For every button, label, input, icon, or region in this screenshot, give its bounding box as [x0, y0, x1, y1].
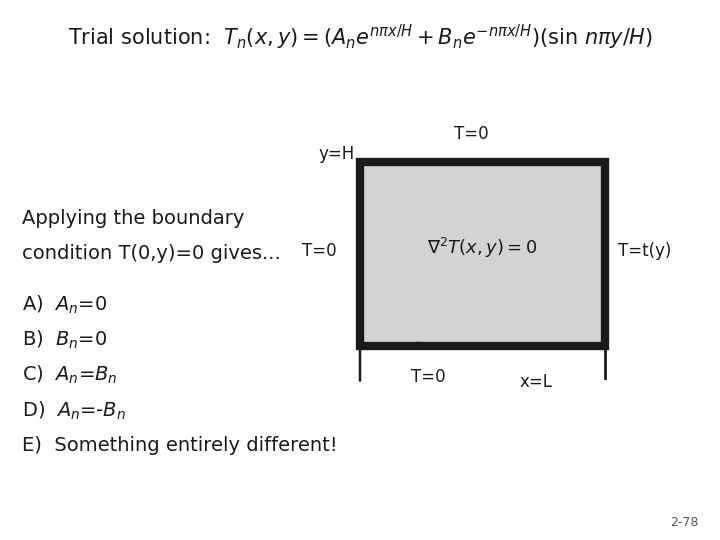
Text: T=t(y): T=t(y) — [618, 242, 671, 260]
Text: x=L: x=L — [520, 373, 553, 390]
Text: Trial solution:  $T_n(x,y)=(A_ne^{n\pi x/H}+B_ne^{-n\pi x/H})(\sin\, n\pi y/H)$: Trial solution: $T_n(x,y)=(A_ne^{n\pi x/… — [68, 23, 652, 52]
Text: condition T(0,y)=0 gives...: condition T(0,y)=0 gives... — [22, 244, 280, 264]
Text: B)  $B_n$=0: B) $B_n$=0 — [22, 329, 107, 352]
Text: D)  $A_n$=-$B_n$: D) $A_n$=-$B_n$ — [22, 399, 125, 422]
Text: Applying the boundary: Applying the boundary — [22, 209, 244, 228]
Text: 2-78: 2-78 — [670, 516, 698, 529]
Text: E)  Something entirely different!: E) Something entirely different! — [22, 436, 337, 455]
Text: y=H: y=H — [319, 145, 355, 163]
Text: T=0: T=0 — [411, 368, 446, 386]
Text: $\nabla^2 T(x,y) = 0$: $\nabla^2 T(x,y) = 0$ — [427, 237, 538, 260]
Text: T=0: T=0 — [454, 125, 489, 143]
Text: C)  $A_n$=$B_n$: C) $A_n$=$B_n$ — [22, 364, 117, 387]
Bar — [360, 162, 605, 346]
Text: A)  $A_n$=0: A) $A_n$=0 — [22, 294, 107, 316]
Text: T=0: T=0 — [302, 242, 337, 260]
